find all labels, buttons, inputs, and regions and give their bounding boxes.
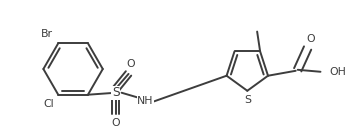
Text: Br: Br <box>41 29 53 39</box>
Text: S: S <box>244 95 251 105</box>
Text: O: O <box>111 119 120 129</box>
Text: Cl: Cl <box>44 99 54 109</box>
Text: NH: NH <box>137 96 154 106</box>
Text: OH: OH <box>330 67 346 77</box>
Text: O: O <box>126 59 135 69</box>
Text: S: S <box>112 86 120 99</box>
Text: O: O <box>306 34 315 44</box>
